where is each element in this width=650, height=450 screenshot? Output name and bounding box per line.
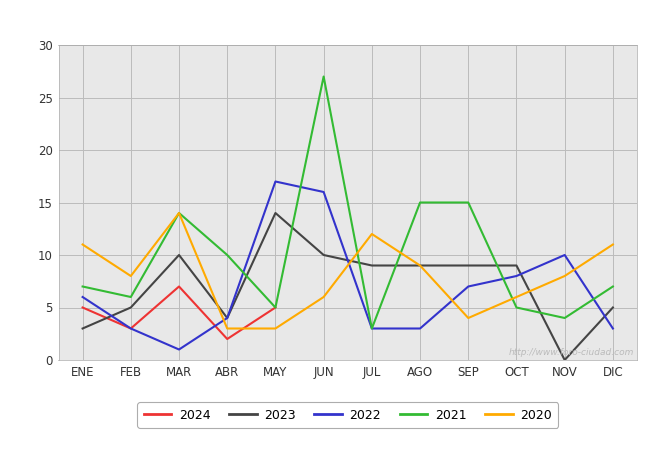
Text: http://www.foro-ciudad.com: http://www.foro-ciudad.com [509,348,634,357]
Legend: 2024, 2023, 2022, 2021, 2020: 2024, 2023, 2022, 2021, 2020 [137,402,558,428]
Text: Matriculaciones de Vehiculos en Medina de Pomar: Matriculaciones de Vehiculos en Medina d… [117,12,533,30]
